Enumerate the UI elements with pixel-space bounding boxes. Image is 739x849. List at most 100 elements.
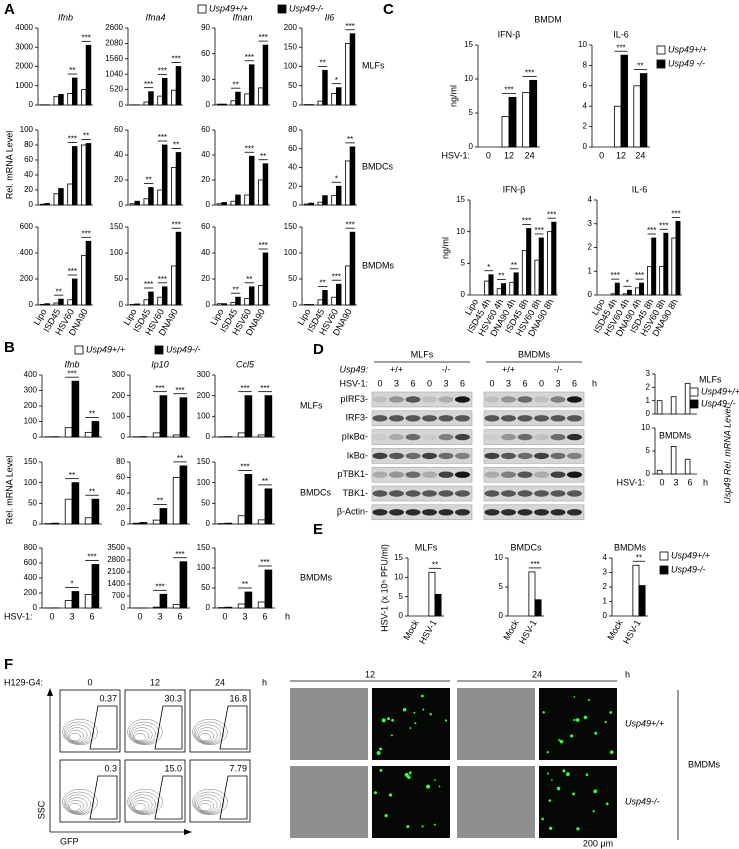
contour: [197, 800, 215, 812]
y-tick-label: 100: [284, 62, 298, 71]
y-tick-label: 20: [288, 181, 297, 190]
y-axis-label: HSV-1 (x 10⁵ PFU/ml): [379, 544, 389, 632]
contour: [195, 794, 221, 814]
x-unit: h: [262, 677, 267, 687]
bar: [675, 220, 681, 296]
significance: ***: [175, 550, 184, 559]
y-tick-label: 2: [588, 243, 593, 252]
bar: [248, 155, 255, 206]
brightfield-image: [290, 688, 368, 760]
legend-swatch: [659, 551, 669, 561]
blot-band: [389, 433, 404, 441]
legend-label: Usp49+/+: [668, 44, 707, 54]
bar: [71, 591, 80, 609]
gfp-cell: [548, 799, 552, 802]
x-unit: h: [592, 378, 597, 388]
y-tick-label: 0: [29, 100, 34, 109]
blot-band: [438, 415, 454, 422]
bar: [659, 266, 665, 296]
row-label: MLFs: [362, 60, 385, 70]
contour: [65, 724, 91, 744]
gfp-cell: [546, 751, 549, 754]
bar: [258, 179, 264, 206]
bar: [509, 281, 515, 296]
bar: [237, 603, 246, 609]
gfp-cell: [585, 773, 589, 776]
contour: [127, 788, 163, 816]
bar: [143, 299, 150, 306]
contour: [130, 794, 156, 814]
genotype-label: -/-: [442, 364, 451, 374]
significance: **: [177, 454, 183, 463]
blot-band: [455, 396, 470, 403]
bar: [224, 606, 233, 609]
bar: [632, 564, 640, 617]
y-tick-label: 20: [116, 504, 125, 513]
chart-title: IFN-β: [498, 29, 521, 39]
chart-title: BMDCs: [511, 542, 542, 552]
blot-band: [422, 415, 437, 422]
y-tick-label: 15: [456, 195, 465, 204]
time-label: 6: [460, 378, 465, 388]
y-tick-label: 600: [24, 558, 38, 567]
gate-value: 30.3: [164, 693, 182, 703]
bar: [264, 488, 273, 525]
gfp-cell: [570, 734, 574, 738]
y-tick-label: 60: [116, 473, 125, 482]
blot: [483, 391, 585, 408]
gate-value: 0.37: [99, 693, 117, 703]
y-tick-label: 0: [469, 142, 474, 151]
bar: [67, 183, 73, 206]
protein-label: pIκBα-: [342, 431, 368, 441]
bar: [91, 421, 100, 438]
y-tick-label: 5: [399, 592, 404, 601]
bar: [317, 299, 324, 306]
y-tick-label: 10: [494, 553, 503, 562]
protein-label: β-Actin-: [337, 507, 368, 517]
y-tick-label: 0: [119, 300, 124, 309]
bar: [81, 89, 87, 106]
protein-label: pTBK1-: [337, 469, 368, 479]
blot-band: [422, 396, 437, 403]
significance: **: [347, 135, 353, 144]
bar: [262, 252, 269, 306]
y-tick-label: 6: [583, 81, 588, 90]
bar: [634, 287, 640, 296]
legend-swatch: [277, 4, 287, 14]
y-tick-label: 5: [469, 108, 474, 117]
bar: [349, 146, 356, 206]
bar: [303, 203, 310, 206]
row-label: MLFs: [300, 400, 323, 410]
y-tick-label: 10: [641, 423, 650, 432]
bar: [51, 522, 60, 525]
bar: [244, 395, 253, 438]
blot-band: [372, 471, 388, 478]
significance: ***: [81, 229, 90, 238]
panel-label: B: [4, 339, 15, 356]
contour: [66, 797, 88, 813]
significance: ***: [504, 85, 513, 94]
y-tick-label: 30: [201, 74, 210, 83]
gfp-cell: [376, 751, 381, 755]
bar: [171, 89, 177, 106]
x-tick-label: HSV-1: [417, 618, 439, 646]
contour: [132, 800, 150, 812]
y-tick-label: 3000: [15, 42, 33, 51]
bar: [58, 298, 64, 306]
bar: [172, 434, 181, 438]
blot-band: [501, 509, 516, 516]
gfp-cell: [379, 768, 383, 772]
blot-band: [455, 490, 470, 497]
fluorescence-image: [539, 688, 617, 760]
cell-label: BMDMs: [688, 759, 720, 769]
blot-band: [372, 509, 388, 516]
y-tick-label: 400: [24, 573, 38, 582]
bar: [335, 87, 342, 106]
bar: [684, 382, 691, 415]
significance: ***: [345, 22, 354, 31]
chart-title: Ifnb: [64, 359, 79, 369]
blot-band: [389, 490, 404, 497]
y-tick-label: 0: [461, 290, 466, 299]
group-label: MLFs: [411, 349, 434, 359]
chart-title: Il6: [325, 12, 335, 22]
